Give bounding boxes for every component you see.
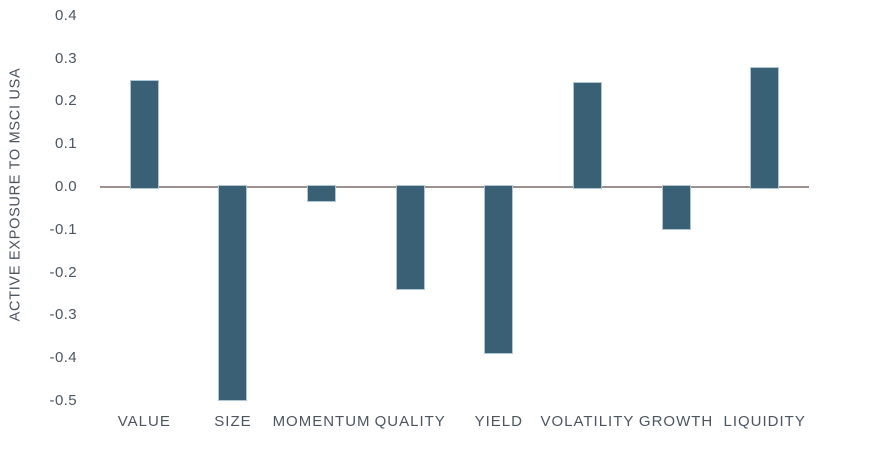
x-category-label-volatility: VOLATILITY: [540, 413, 635, 430]
x-category-label-growth: GROWTH: [638, 413, 714, 430]
y-tick-label: -0.5: [49, 392, 77, 409]
bar-quality: [395, 185, 425, 290]
y-tick-label: 0.1: [54, 135, 77, 153]
y-tick-label: 0.0: [54, 178, 77, 195]
x-category-label-momentum: MOMENTUM: [272, 413, 371, 430]
y-tick-label: 0.3: [54, 49, 77, 67]
x-category-label-quality: QUALITY: [374, 413, 446, 430]
y-tick-label: 0.2: [54, 92, 77, 110]
zero-axis-line: [100, 186, 809, 188]
x-category-label-liquidity: LIQUIDITY: [723, 413, 806, 430]
y-tick-label: -0.3: [49, 306, 77, 324]
x-category-label-yield: YIELD: [474, 413, 523, 430]
bar-yield: [484, 185, 514, 354]
bar-size: [218, 185, 248, 401]
bar-liquidity: [750, 67, 780, 189]
y-tick-label: -0.2: [49, 263, 77, 281]
y-tick-label: -0.4: [49, 349, 77, 367]
y-tick-label: 0.4: [54, 6, 77, 24]
bar-value: [129, 80, 159, 189]
y-tick-label: -0.1: [49, 220, 77, 238]
bar-volatility: [572, 82, 602, 189]
x-category-label-size: SIZE: [214, 413, 252, 430]
bar-growth: [661, 185, 691, 230]
bar-momentum: [307, 185, 337, 202]
x-category-label-value: VALUE: [117, 413, 171, 430]
